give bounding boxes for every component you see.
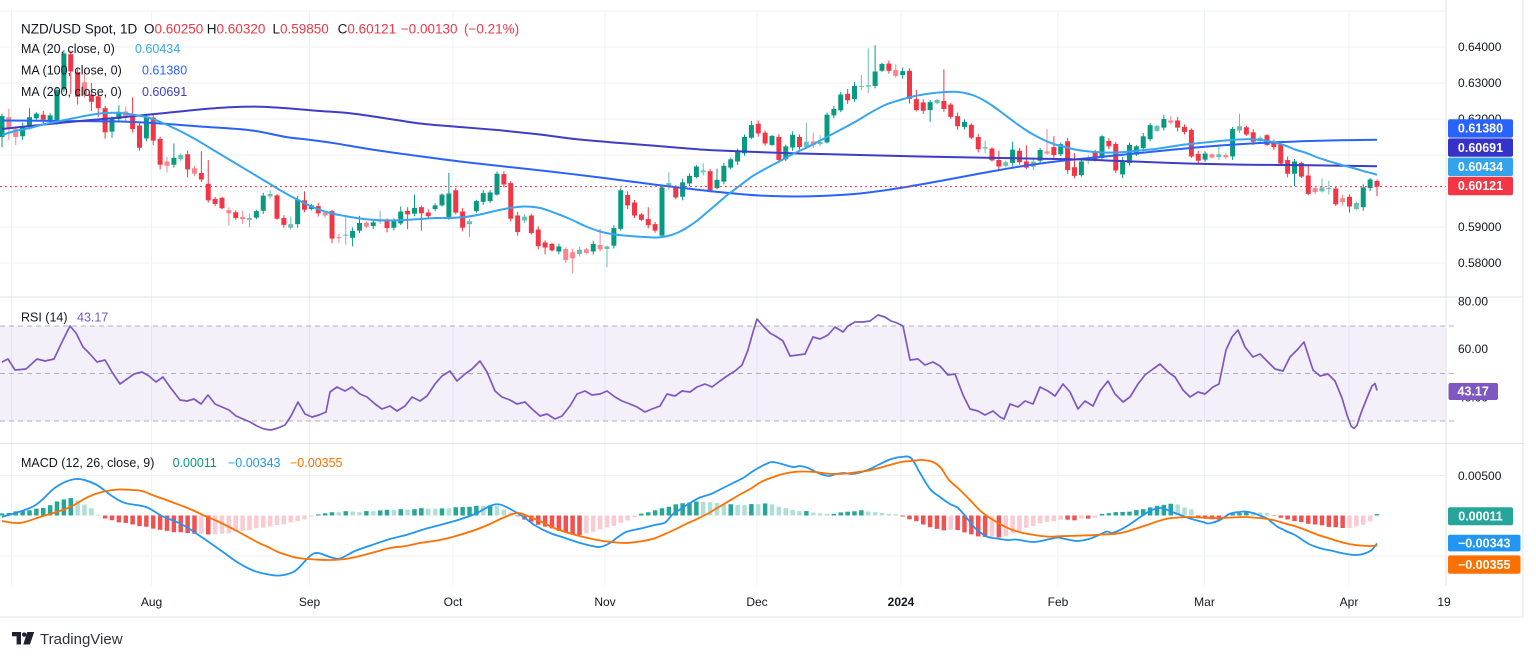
svg-text:Apr: Apr	[1340, 595, 1359, 609]
svg-text:2024: 2024	[888, 595, 915, 609]
svg-text:0.64000: 0.64000	[1458, 40, 1502, 54]
svg-text:MACD (12, 26, close, 9)0.00011: MACD (12, 26, close, 9) 0.00011 −0.00343 −0…	[21, 456, 343, 470]
svg-text:0.60121: 0.60121	[1458, 179, 1503, 193]
svg-text:Nov: Nov	[594, 595, 615, 609]
svg-text:Aug: Aug	[141, 595, 162, 609]
svg-text:RSI (14)43.17: RSI (14) 43.17	[21, 311, 108, 325]
svg-text:TradingView: TradingView	[40, 631, 123, 648]
svg-text:0.59000: 0.59000	[1458, 220, 1502, 234]
svg-text:Mar: Mar	[1194, 595, 1215, 609]
svg-text:−0.00343: −0.00343	[1458, 536, 1511, 550]
svg-text:Dec: Dec	[746, 595, 767, 609]
svg-text:80.00: 80.00	[1458, 295, 1488, 309]
svg-text:Oct: Oct	[444, 595, 463, 609]
svg-text:43.17: 43.17	[1458, 385, 1489, 399]
svg-text:60.00: 60.00	[1458, 342, 1488, 356]
svg-text:0.61380: 0.61380	[1458, 122, 1503, 136]
svg-text:MA (20, close, 0)0.60434: MA (20, close, 0) 0.60434	[21, 42, 180, 56]
svg-text:0.00011: 0.00011	[1458, 509, 1503, 523]
svg-text:0.58000: 0.58000	[1458, 256, 1502, 270]
svg-text:0.60691: 0.60691	[1458, 141, 1503, 155]
svg-text:0.63000: 0.63000	[1458, 76, 1502, 90]
svg-text:Sep: Sep	[299, 595, 321, 609]
svg-text:0.60434: 0.60434	[1458, 160, 1503, 174]
svg-text:−0.00355: −0.00355	[1458, 558, 1511, 572]
svg-text:19: 19	[1437, 595, 1451, 609]
svg-text:0.00500: 0.00500	[1458, 469, 1502, 483]
svg-text:MA (200, close, 0)0.60691: MA (200, close, 0) 0.60691	[21, 85, 187, 99]
svg-text:Feb: Feb	[1048, 595, 1069, 609]
svg-text:MA (100, close, 0)0.61380: MA (100, close, 0) 0.61380	[21, 64, 187, 78]
